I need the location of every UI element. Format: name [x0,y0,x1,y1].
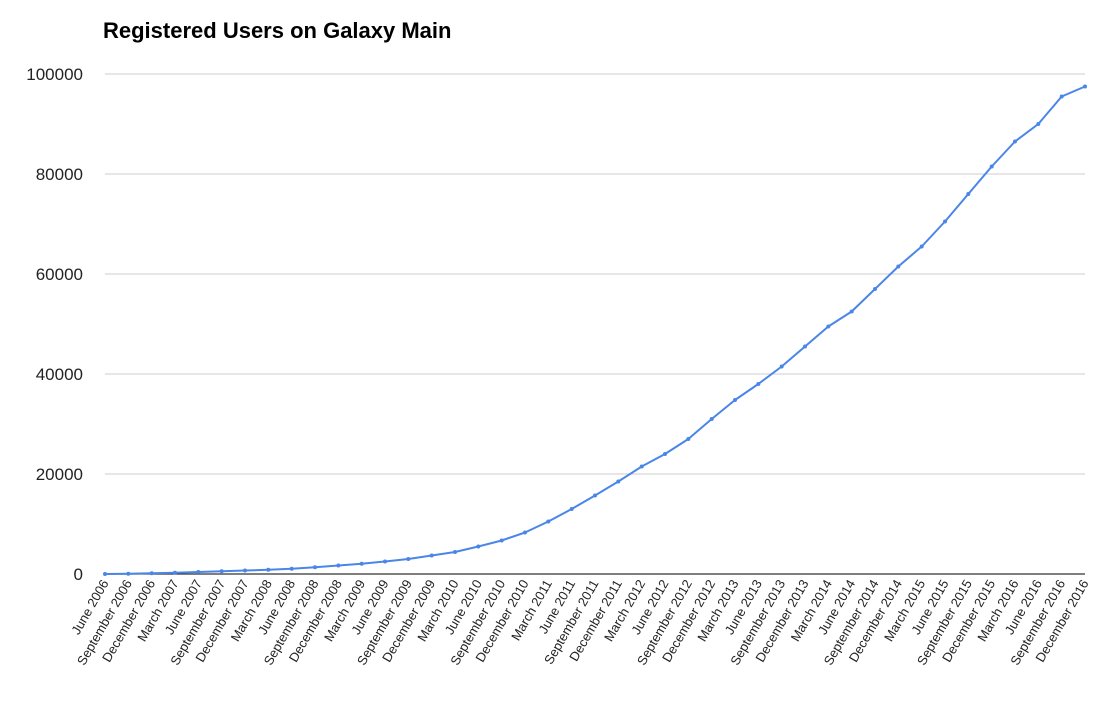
data-point [313,565,317,570]
data-point [1013,139,1017,144]
data-point [616,479,621,484]
data-point [966,192,971,196]
data-point [103,572,107,576]
data-point [849,309,854,314]
data-point [289,566,294,571]
data-point [686,437,691,441]
data-point [126,571,131,576]
y-tick-label: 60000 [36,265,83,284]
data-point [406,557,411,561]
data-point [453,550,457,554]
data-point [779,364,784,369]
data-point [219,569,224,574]
data-point [803,344,807,349]
data-point [989,164,994,169]
data-point [826,324,831,329]
data-point [709,417,714,421]
data-point [569,507,574,511]
data-point [336,563,341,568]
data-point [733,398,737,402]
data-point [593,493,597,498]
data-point [1059,94,1064,99]
data-point [943,219,947,224]
data-point [359,561,364,566]
data-point [196,570,201,574]
chart-title: Registered Users on Galaxy Main [103,18,452,43]
data-point [173,570,177,575]
y-tick-label: 20000 [36,465,83,484]
series-line [104,85,1086,575]
data-point [873,287,877,291]
data-point [919,244,924,249]
data-point [639,464,644,469]
y-tick-label: 100000 [26,65,83,84]
y-tick-label: 40000 [36,365,83,384]
data-point [523,530,527,535]
data-point [476,544,481,549]
y-tick-label: 80000 [36,165,83,184]
data-point [663,452,667,456]
data-point [149,571,154,576]
y-tick-label: 0 [74,565,83,584]
data-point [1036,122,1041,126]
data-point [1083,84,1087,89]
data-point [499,538,504,543]
data-point [429,553,434,558]
data-point [266,567,271,572]
data-point [243,568,247,573]
data-point [756,382,761,386]
data-point [896,264,901,269]
data-point [383,559,387,564]
data-point [546,519,551,524]
